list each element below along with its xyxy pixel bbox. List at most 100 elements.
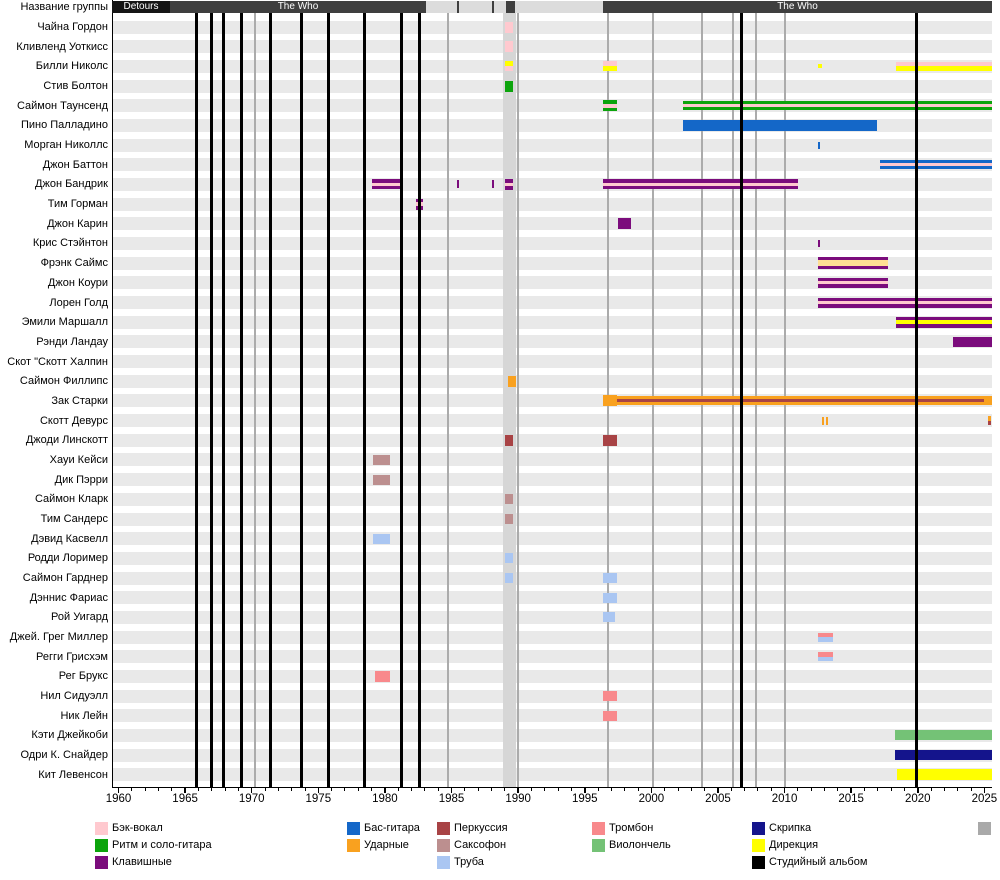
band-name-header-label: Название группы xyxy=(20,1,108,13)
axis-tick xyxy=(957,787,959,791)
timeline-bar-stripe xyxy=(817,141,820,149)
axis-tick xyxy=(504,787,506,791)
legend-label: Студийный альбом xyxy=(769,856,868,868)
timeline-bar-stripe xyxy=(896,316,993,321)
axis-tick xyxy=(970,787,972,791)
member-name: Билли Николс xyxy=(35,60,108,73)
axis-tick xyxy=(664,787,666,791)
timeline-bar-stripe xyxy=(880,163,993,167)
legend-label: Перкуссия xyxy=(454,822,508,834)
member-name: Пино Палладино xyxy=(20,119,108,132)
member-row-stripe xyxy=(112,492,992,506)
timeline-bar-stripe xyxy=(817,277,888,282)
member-name: Рег Брукс xyxy=(58,670,108,683)
axis-tick xyxy=(237,787,239,791)
legend-swatch-pink xyxy=(95,822,108,835)
timeline-bar-stripe xyxy=(817,257,888,261)
member-row-stripe xyxy=(112,512,992,526)
member-name: Дик Пэрри xyxy=(54,473,108,486)
timeline-bar xyxy=(817,652,833,662)
studio-album-line xyxy=(363,13,367,787)
timeline-bar xyxy=(817,239,820,247)
timeline-bar xyxy=(504,494,514,505)
axis-tick xyxy=(770,787,772,791)
member-name: Саймон Филлипс xyxy=(19,375,108,388)
timeline-bar-stripe xyxy=(602,434,617,446)
timeline-bar-stripe xyxy=(602,612,615,623)
timeline-bar-stripe xyxy=(953,336,993,347)
legend-label: Ударные xyxy=(364,839,409,851)
timeline-bar-stripe xyxy=(817,64,822,69)
timeline-bar-stripe xyxy=(602,100,617,104)
timeline-bar xyxy=(895,730,993,741)
studio-album-line xyxy=(268,13,272,787)
member-name: Саймон Кларк xyxy=(34,493,108,506)
member-row-stripe xyxy=(112,256,992,270)
live-album-line xyxy=(446,13,449,787)
timeline-bar-stripe xyxy=(817,266,888,270)
axis-tick xyxy=(131,787,133,791)
member-row-stripe xyxy=(112,650,992,664)
timeline-bar-stripe xyxy=(817,637,833,642)
axis-year-label: 1980 xyxy=(372,793,398,805)
member-name: Морган Николлс xyxy=(24,139,108,152)
axis-year-label: 2000 xyxy=(638,793,665,805)
timeline-bar xyxy=(372,533,391,544)
legend-label: Виолончель xyxy=(609,839,671,851)
timeline-bar-stripe xyxy=(618,218,632,230)
axis-tick xyxy=(291,787,293,791)
timeline-bar-stripe xyxy=(456,180,459,189)
timeline-bar xyxy=(504,434,514,446)
timeline-bar xyxy=(504,514,514,524)
timeline-bar-stripe xyxy=(504,61,514,67)
timeline-bar xyxy=(504,178,514,190)
timeline-bar-stripe xyxy=(896,66,993,71)
timeline-bar-stripe xyxy=(602,107,617,112)
member-name: Родди Лоример xyxy=(27,552,108,565)
legend-swatch-direction xyxy=(752,839,765,852)
member-row-stripe xyxy=(112,768,992,782)
timeline-bar-stripe xyxy=(616,399,985,403)
member-name: Джон Коури xyxy=(47,276,108,289)
timeline-bar xyxy=(602,612,615,623)
header-event-mark xyxy=(457,1,459,13)
member-row-stripe xyxy=(112,551,992,565)
member-row-stripe xyxy=(112,276,992,290)
timeline-bar-stripe xyxy=(817,281,888,285)
member-row-stripe xyxy=(112,748,992,762)
legend-swatch-trumpet xyxy=(437,856,450,869)
axis-tick xyxy=(783,787,786,793)
axis-tick xyxy=(557,787,559,791)
timeline-bar xyxy=(602,573,617,584)
axis-tick xyxy=(704,787,706,791)
axis-tick xyxy=(450,787,453,793)
axis-tick xyxy=(317,787,320,793)
legend-label: Бэк-вокал xyxy=(112,822,163,834)
timeline-bar-stripe xyxy=(602,61,617,67)
live-album-line xyxy=(517,13,519,787)
member-name: Ник Лейн xyxy=(60,709,108,722)
timeline-bar-stripe xyxy=(602,186,798,190)
axis-tick xyxy=(277,787,279,791)
timeline-bar-stripe xyxy=(825,416,828,425)
axis-tick xyxy=(371,787,373,791)
member-row-stripe xyxy=(112,138,992,152)
timeline-bar-stripe xyxy=(504,434,514,446)
timeline-bar-stripe xyxy=(817,304,993,308)
timeline-bar-stripe xyxy=(895,730,993,741)
axis-year-label: 2020 xyxy=(904,793,931,805)
axis-tick xyxy=(397,787,399,791)
timeline-bar-stripe xyxy=(616,402,985,406)
legend-swatch-percussion xyxy=(437,822,450,835)
timeline-bar xyxy=(683,119,878,131)
header-event-mark xyxy=(506,1,515,13)
timeline-bar xyxy=(602,179,798,190)
member-row-stripe xyxy=(112,709,992,723)
timeline-bar xyxy=(372,179,403,190)
timeline-bar-stripe xyxy=(602,710,617,721)
timeline-bar xyxy=(374,670,391,682)
timeline-bar-stripe xyxy=(602,66,617,72)
studio-album-line xyxy=(418,13,422,787)
studio-album-line xyxy=(239,13,243,787)
timeline-bar xyxy=(821,416,824,425)
